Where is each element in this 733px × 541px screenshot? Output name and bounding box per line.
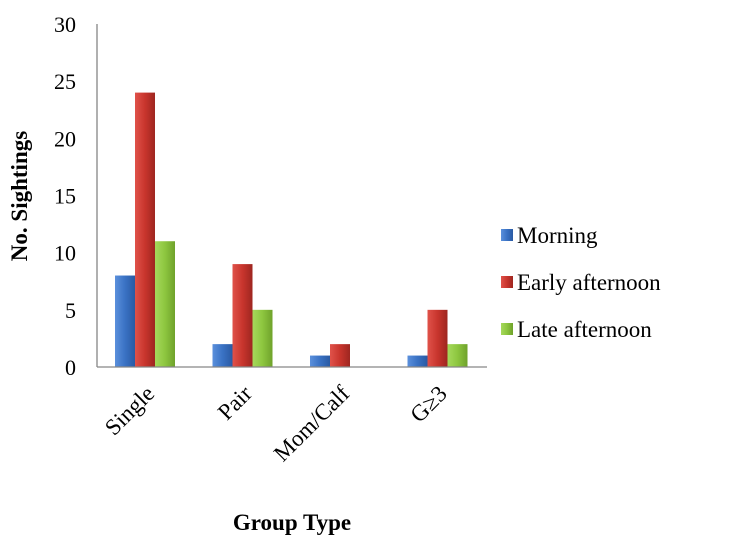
legend-label: Early afternoon xyxy=(517,270,661,295)
y-tick-label: 5 xyxy=(65,298,76,323)
y-axis-title: No. Sightings xyxy=(7,131,32,261)
y-tick-label: 30 xyxy=(54,12,76,37)
y-tick-label: 25 xyxy=(54,69,76,94)
bar-early-afternoon xyxy=(135,92,155,367)
y-tick-label: 10 xyxy=(54,241,76,266)
bar-early-afternoon xyxy=(330,344,350,367)
bar-early-afternoon xyxy=(427,309,448,367)
x-tick-label: G≥3 xyxy=(405,381,451,427)
plot-area: 0 5 10 15 20 25 30 Single Pair Mom/Calf G≥3 xyxy=(54,12,487,466)
y-tick-label: 20 xyxy=(54,126,76,151)
bar-early-afternoon xyxy=(232,264,253,367)
legend-label: Morning xyxy=(517,223,598,248)
legend: Morning Early afternoon Late afternoon xyxy=(501,223,661,342)
bar-late-afternoon xyxy=(155,241,175,367)
bar-late-afternoon xyxy=(447,344,468,367)
y-tick-label: 0 xyxy=(65,355,76,380)
legend-swatch-early-afternoon xyxy=(501,276,513,288)
legend-swatch-morning xyxy=(501,229,513,241)
x-tick-label: Mom/Calf xyxy=(269,381,355,467)
bar-morning xyxy=(407,355,428,367)
legend-swatch-late-afternoon xyxy=(501,323,513,335)
y-tick-label: 15 xyxy=(54,184,76,209)
bar-morning xyxy=(212,344,233,367)
x-tick-label: Pair xyxy=(213,381,257,425)
x-axis-title: Group Type xyxy=(233,510,351,535)
bar-morning xyxy=(310,355,330,367)
legend-label: Late afternoon xyxy=(517,317,652,342)
bar-morning xyxy=(115,275,135,367)
bar-late-afternoon xyxy=(252,309,273,367)
x-tick-label: Single xyxy=(100,381,159,440)
